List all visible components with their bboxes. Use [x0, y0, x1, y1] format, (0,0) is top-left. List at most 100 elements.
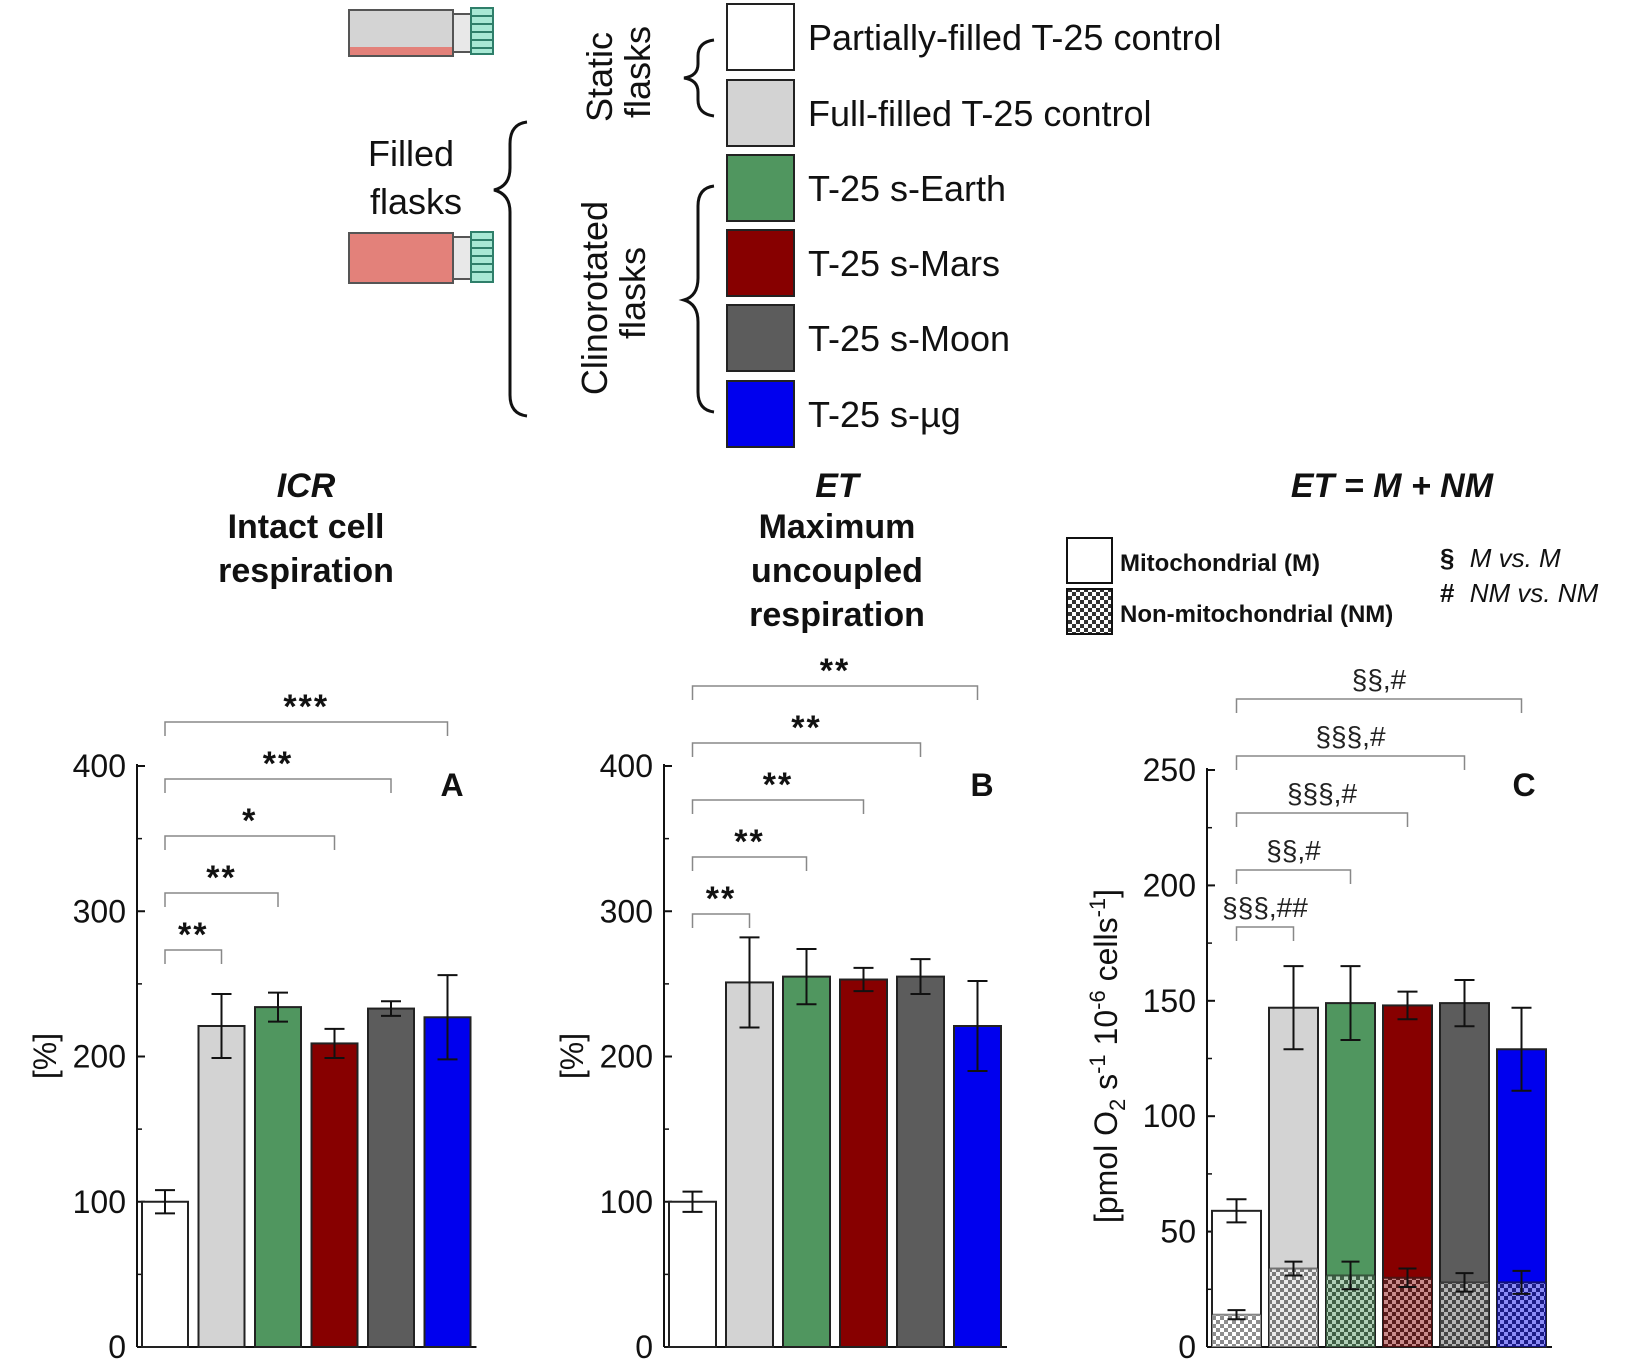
- significance-label: **: [791, 709, 821, 747]
- y-tick-label: 0: [635, 1329, 653, 1364]
- bar-t-25-s-g: [423, 1016, 472, 1348]
- static-flasks-brace: [683, 38, 715, 118]
- y-label-part: [pmol O: [1088, 1111, 1124, 1223]
- bars: [141, 974, 472, 1349]
- note-hash: # NM vs. NM: [1440, 578, 1599, 608]
- significance-bracket: [691, 742, 922, 757]
- significance-bracket: [1235, 755, 1466, 770]
- filled-line-2: flasks: [370, 181, 462, 222]
- y-tick-label: 0: [108, 1329, 126, 1364]
- non-mitochondrial-swatch: [1066, 588, 1113, 635]
- significance-label: **: [820, 652, 850, 690]
- bar-t-25-s-earth: [782, 975, 831, 1348]
- significance-label: §§§,#: [1315, 721, 1385, 752]
- y-tick-label: 200: [73, 1039, 126, 1075]
- note-hash-symbol: #: [1440, 578, 1455, 608]
- y-tick-label: 250: [1143, 752, 1196, 788]
- panel-a-title-line: respiration: [218, 552, 394, 590]
- bar-t-25-s-mars: [310, 1042, 359, 1348]
- legend-label-t-25-s-earth: T-25 s-Earth: [808, 168, 1006, 209]
- panel-letter: B: [970, 767, 993, 803]
- nm-bar-full-filled-t-25-control: [1268, 1267, 1319, 1348]
- y-label-part: -1: [1085, 898, 1110, 918]
- nm-bar-t-25-s-moon: [1439, 1281, 1490, 1348]
- y-axis-label: [%]: [554, 1033, 590, 1079]
- bar-partially-filled-t-25-control: [668, 1200, 717, 1348]
- significance-label: **: [706, 880, 736, 918]
- bars: [1211, 965, 1547, 1349]
- significance-label: §§§,#: [1287, 778, 1357, 809]
- significance-label: *: [242, 802, 257, 840]
- significance-bracket: [1235, 926, 1295, 941]
- y-tick-label: 200: [600, 1039, 653, 1075]
- bar-t-25-s-moon: [896, 975, 945, 1348]
- legend-label-full-filled-t-25-control: Full-filled T-25 control: [808, 93, 1151, 134]
- significance-label: §§,#: [1266, 835, 1321, 866]
- bar-t-25-s-moon: [367, 1007, 415, 1348]
- y-label-part: ]: [1088, 889, 1124, 898]
- legend-label-t-25-s-g: T-25 s-µg: [808, 394, 961, 435]
- y-tick-label: 400: [73, 748, 126, 784]
- clinorotated-line-2: flasks: [612, 247, 653, 339]
- legend-swatch-t-25-s-g: [726, 380, 795, 448]
- bar-full-filled-t-25-control: [725, 981, 774, 1348]
- clinorotated-flasks-brace: [678, 184, 715, 414]
- bar-t-25-s-earth: [254, 1006, 302, 1348]
- significance-bracket: [691, 913, 751, 928]
- filled-flask-icon: [348, 231, 494, 284]
- static-flasks-label: Static flasks: [579, 22, 658, 122]
- panel-b-title-line: uncoupled: [751, 552, 923, 590]
- bar-full-filled-t-25-control: [197, 1024, 246, 1349]
- significance-bracket: [164, 721, 449, 736]
- y-tick-label: 150: [1143, 983, 1196, 1019]
- panel-b-title-line: Maximum: [759, 508, 916, 546]
- significance-label: ***: [283, 688, 329, 726]
- significance-label: **: [763, 766, 793, 804]
- note-sec-text: M vs. M: [1470, 543, 1561, 573]
- mito-legend: Mitochondrial (M) Non-mitochondrial (NM)…: [1066, 537, 1599, 635]
- y-tick-label: 50: [1160, 1214, 1196, 1250]
- bar-t-25-s-mars: [839, 978, 888, 1349]
- y-label-part: 10: [1088, 1010, 1124, 1054]
- panel-a-title-italic: ICR: [277, 467, 336, 505]
- mitochondrial-label: Mitochondrial (M): [1120, 550, 1320, 577]
- filled-line-1: Filled: [368, 133, 454, 174]
- y-tick-label: 300: [600, 893, 653, 929]
- filled-flasks-label: Filled flasks: [368, 133, 464, 222]
- legend-swatch-partially-filled-t-25-control: [726, 3, 795, 71]
- significance-bracket: [164, 949, 223, 964]
- non-mitochondrial-label: Non-mitochondrial (NM): [1120, 601, 1393, 628]
- panel-a-title-line: Intact cell: [228, 508, 385, 546]
- note-sec-symbol: §: [1440, 543, 1454, 573]
- legend-items: Partially-filled T-25 control Full-filled…: [726, 3, 1222, 448]
- significance-brackets: §§§,## §§,# §§§,# §§§,# §§,#: [1222, 664, 1523, 941]
- panel-letter: A: [440, 767, 463, 803]
- bar-partially-filled-t-25-control: [141, 1200, 189, 1348]
- significance-label: **: [263, 745, 293, 783]
- y-tick-label: 400: [600, 748, 653, 784]
- significance-bracket: [1235, 869, 1352, 884]
- legend-label-t-25-s-moon: T-25 s-Moon: [808, 318, 1010, 359]
- panel-b-title-italic: ET: [815, 467, 862, 505]
- filled-flasks-brace: [493, 120, 528, 418]
- y-label-part: -6: [1085, 990, 1110, 1010]
- y-axis-label: [%]: [27, 1033, 63, 1079]
- significance-bracket: [1235, 698, 1523, 713]
- static-line-2: flasks: [617, 26, 658, 118]
- static-line-1: Static: [579, 32, 620, 122]
- panel-b-title-line: respiration: [749, 596, 925, 634]
- y-axis-label: [pmol O2 s-1 10-6 cells-1]: [1085, 889, 1130, 1223]
- significance-brackets: **********: [164, 688, 449, 964]
- significance-bracket: [691, 685, 979, 700]
- significance-bracket: [164, 835, 336, 850]
- mitochondrial-swatch: [1066, 537, 1113, 584]
- significance-label: §§,#: [1352, 664, 1407, 695]
- y-label-part: -1: [1085, 1054, 1110, 1074]
- panel-c: ET = M + NM C 0 50 100 150 200 250 [pmol O2 s-1 …: [1085, 467, 1552, 1364]
- significance-brackets: **********: [691, 652, 979, 928]
- panel-letter: C: [1512, 767, 1535, 803]
- panel-c-title-italic: ET = M + NM: [1291, 467, 1494, 505]
